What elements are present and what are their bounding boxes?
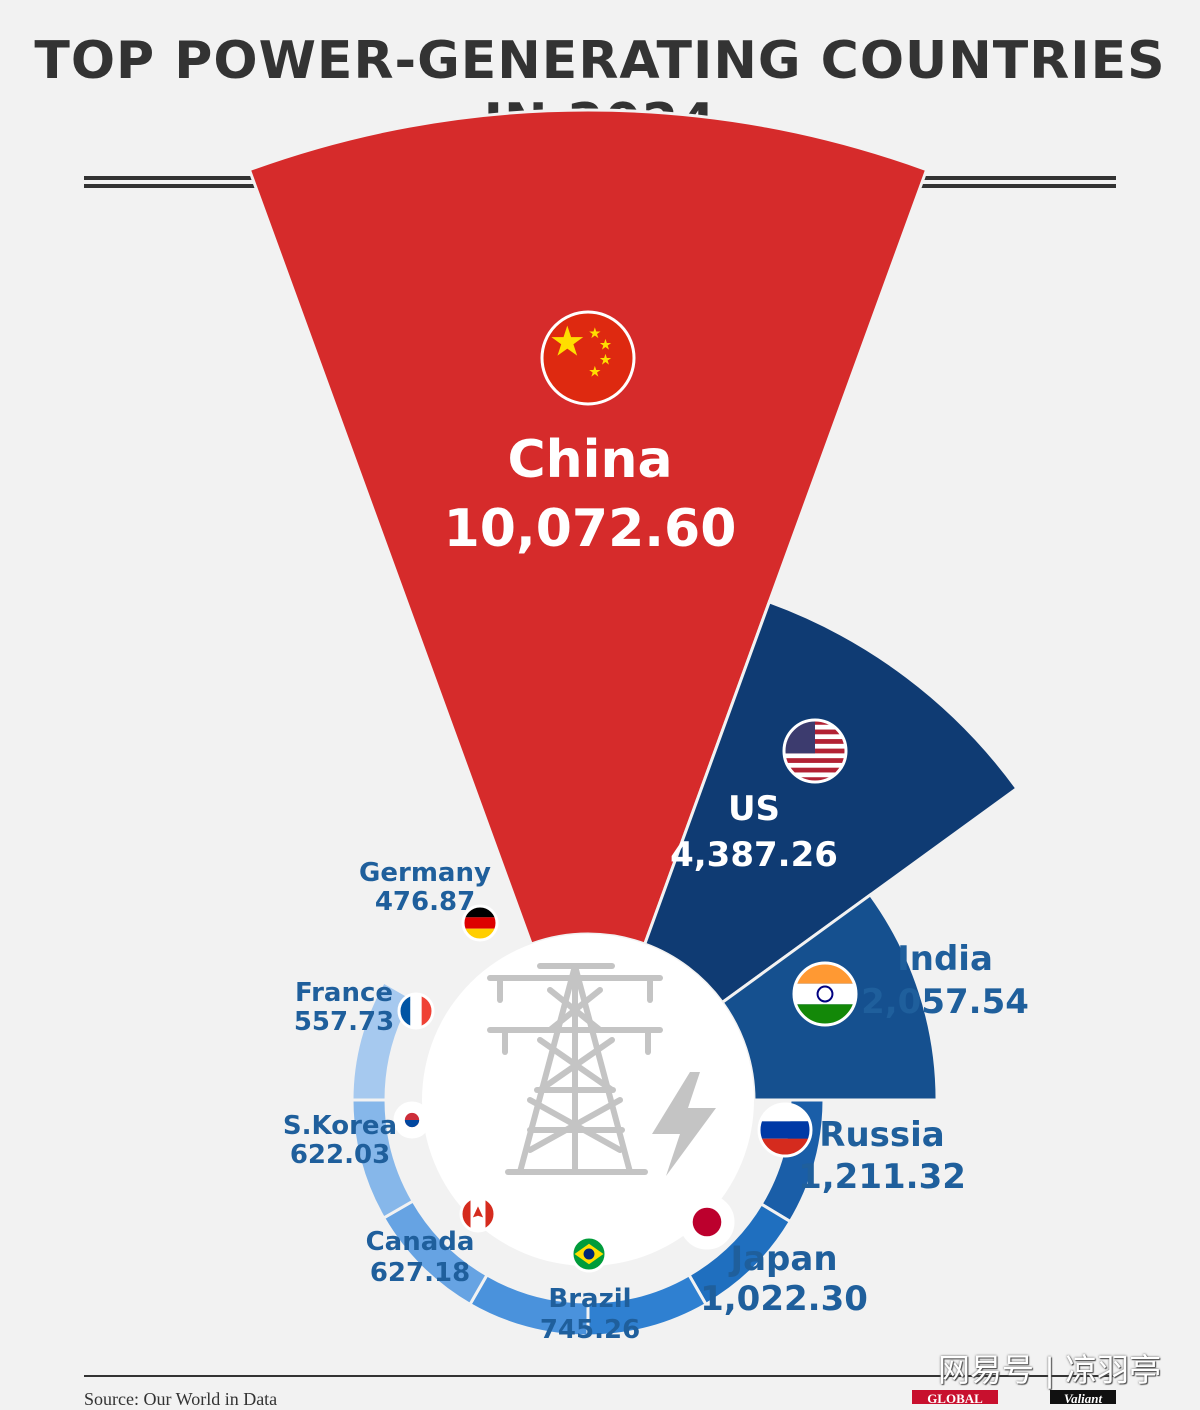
svg-text:★: ★ bbox=[599, 338, 612, 354]
germany-flag-icon bbox=[461, 904, 499, 942]
value-label-germany: 476.87 bbox=[375, 887, 475, 917]
global-logo: GLOBAL bbox=[912, 1390, 998, 1404]
category-label-brazil: Brazil bbox=[548, 1284, 631, 1314]
value-label-russia: 1,211.32 bbox=[798, 1157, 966, 1197]
china-flag-icon: ★ ★★★★ bbox=[540, 310, 636, 406]
category-label-canada: Canada bbox=[366, 1227, 475, 1257]
value-label-canada: 627.18 bbox=[370, 1258, 470, 1288]
russia-flag-icon bbox=[757, 1102, 813, 1158]
lightning-bolt-icon bbox=[652, 1072, 716, 1176]
category-label-france: France bbox=[295, 978, 393, 1008]
value-label-skorea: 622.03 bbox=[290, 1140, 390, 1170]
svg-text:★: ★ bbox=[588, 364, 601, 380]
center-hub bbox=[422, 934, 754, 1266]
us-flag-icon bbox=[782, 718, 848, 784]
title-line-1: TOP POWER-GENERATING COUNTRIES bbox=[34, 31, 1166, 91]
japan-flag-icon bbox=[679, 1194, 735, 1250]
value-label-japan: 1,022.30 bbox=[700, 1279, 868, 1319]
svg-text:★: ★ bbox=[599, 352, 612, 368]
category-label-germany: Germany bbox=[359, 858, 491, 888]
category-label-russia: Russia bbox=[819, 1115, 944, 1155]
power-pylon-icon bbox=[487, 963, 663, 1175]
value-label-india: 2,057.54 bbox=[861, 982, 1029, 1022]
france-flag-icon bbox=[397, 992, 435, 1030]
value-label-china: 10,072.60 bbox=[444, 499, 737, 559]
india-flag-icon bbox=[792, 961, 858, 1027]
canada-flag-icon bbox=[459, 1195, 497, 1233]
south-korea-flag-icon bbox=[393, 1101, 431, 1139]
value-label-france: 557.73 bbox=[294, 1007, 394, 1037]
value-label-brazil: 745.26 bbox=[540, 1315, 640, 1345]
svg-text:★: ★ bbox=[588, 326, 601, 342]
category-label-us: US bbox=[728, 789, 780, 829]
value-label-us: 4,387.26 bbox=[670, 835, 838, 875]
brazil-flag-icon bbox=[570, 1235, 608, 1273]
watermark: 网易号 | 凉羽亭 bbox=[938, 1351, 1162, 1389]
category-label-china: China bbox=[507, 430, 672, 490]
category-label-india: India bbox=[897, 939, 993, 979]
valiant-logo: Valiant bbox=[1050, 1390, 1116, 1404]
category-label-japan: Japan bbox=[728, 1239, 837, 1279]
category-label-skorea: S.Korea bbox=[283, 1111, 397, 1141]
wedges bbox=[247, 108, 1019, 1338]
source-note: Source: Our World in Data bbox=[84, 1389, 278, 1409]
footer-rule bbox=[84, 1375, 1116, 1377]
